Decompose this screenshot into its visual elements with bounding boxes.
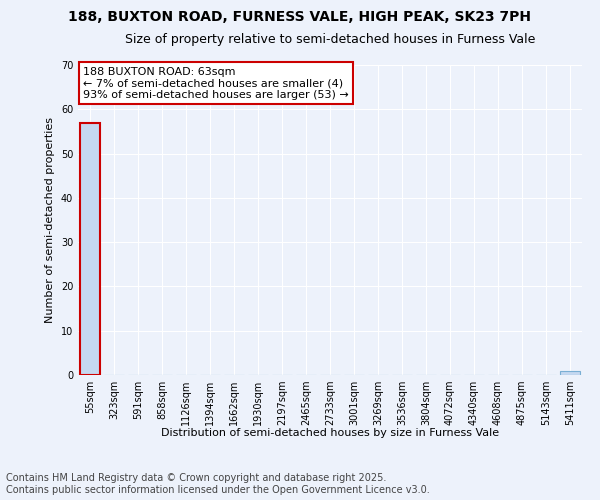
Text: 188, BUXTON ROAD, FURNESS VALE, HIGH PEAK, SK23 7PH: 188, BUXTON ROAD, FURNESS VALE, HIGH PEA… (68, 10, 532, 24)
Y-axis label: Number of semi-detached properties: Number of semi-detached properties (45, 117, 55, 323)
Title: Size of property relative to semi-detached houses in Furness Vale: Size of property relative to semi-detach… (125, 33, 535, 46)
Bar (560, 370, 580, 375)
Bar (80, 122, 100, 375)
Text: 188 BUXTON ROAD: 63sqm
← 7% of semi-detached houses are smaller (4)
93% of semi-: 188 BUXTON ROAD: 63sqm ← 7% of semi-deta… (83, 66, 349, 100)
X-axis label: Distribution of semi-detached houses by size in Furness Vale: Distribution of semi-detached houses by … (161, 428, 499, 438)
Text: Contains HM Land Registry data © Crown copyright and database right 2025.
Contai: Contains HM Land Registry data © Crown c… (6, 474, 430, 495)
